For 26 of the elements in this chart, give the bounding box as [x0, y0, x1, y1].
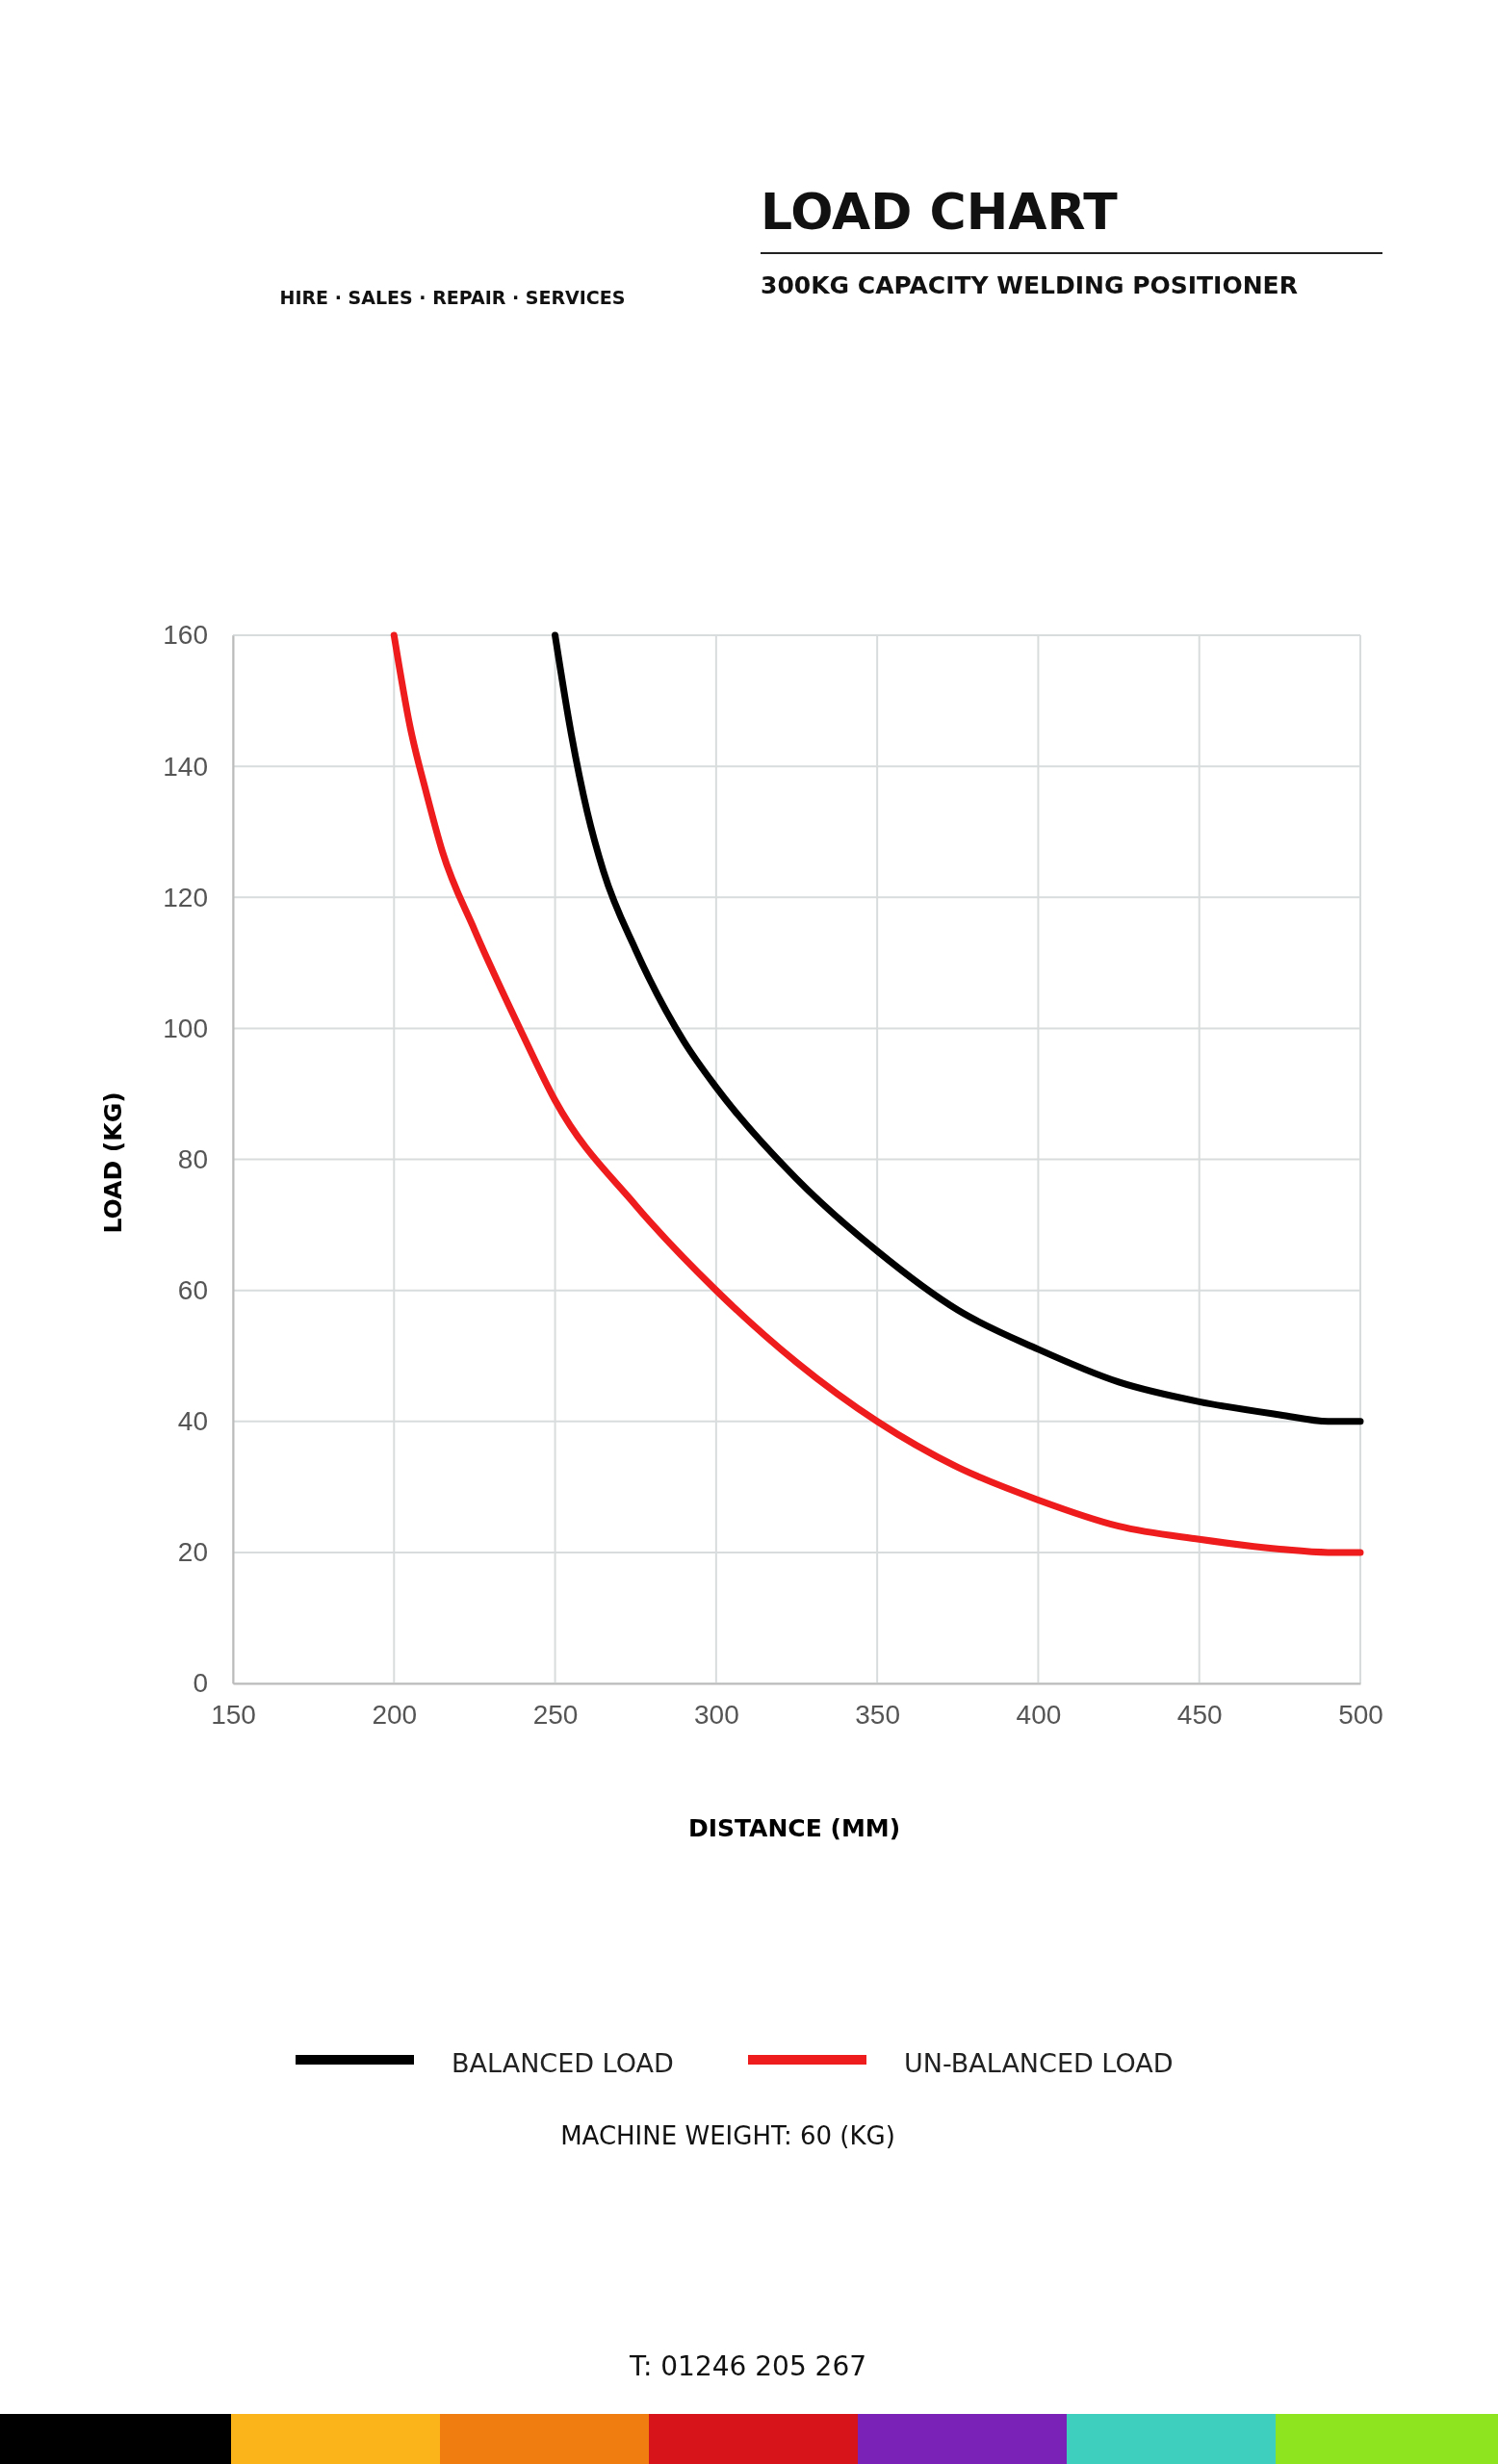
text: T: 01246 205 267	[628, 2350, 867, 2382]
y-tick-label: 120	[163, 882, 208, 912]
chart-title: LOAD CHART	[761, 183, 1119, 241]
x-tick-label: 400	[1016, 1699, 1062, 1730]
y-tick-label: 140	[163, 751, 208, 782]
legend-label: BALANCED LOAD	[452, 2048, 674, 2078]
y-tick-label: 60	[177, 1275, 208, 1306]
x-tick-label: 150	[211, 1699, 256, 1730]
y-tick-label: 100	[163, 1013, 208, 1043]
y-tick-label: 160	[163, 620, 208, 651]
y-axis-title: LOAD (KG)	[99, 1091, 127, 1234]
text: MACHINE WEIGHT: 60 (KG)	[560, 2121, 895, 2150]
y-tick-label: 20	[177, 1537, 208, 1568]
y-tick-label: 0	[193, 1668, 208, 1699]
x-tick-label: 500	[1338, 1699, 1383, 1730]
y-tick-label: 80	[177, 1143, 208, 1174]
x-tick-label: 250	[532, 1699, 579, 1730]
x-tick-label: 300	[694, 1699, 739, 1730]
text: HIRE · SALES · REPAIR · SERVICES	[279, 287, 626, 308]
x-tick-label: 200	[372, 1699, 418, 1730]
y-tick-label: 40	[177, 1406, 208, 1437]
x-tick-label: 450	[1176, 1699, 1223, 1730]
chart-subtitle: 300KG CAPACITY WELDING POSITIONER	[761, 271, 1298, 299]
x-tick-label: 350	[855, 1699, 900, 1730]
x-axis-title: DISTANCE (MM)	[687, 1814, 901, 1842]
legend-label: UN-BALANCED LOAD	[904, 2048, 1174, 2078]
